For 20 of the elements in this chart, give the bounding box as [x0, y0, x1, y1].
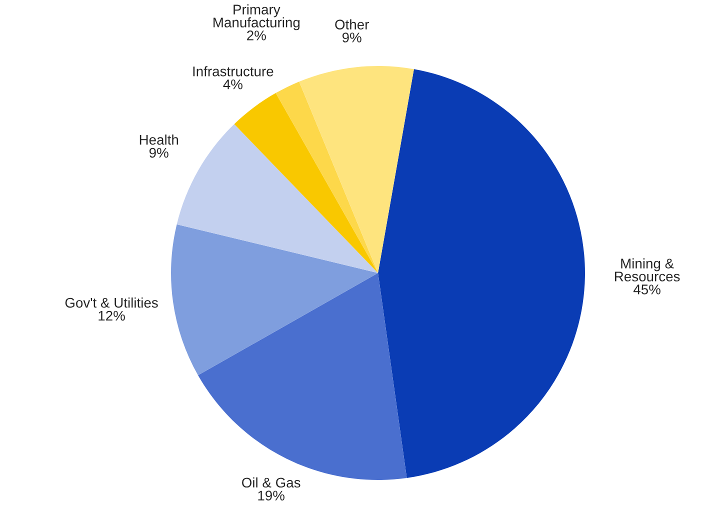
slice-label: Infrastructure	[193, 66, 274, 76]
data-label: 9%	[342, 32, 362, 42]
pie-slice	[176, 124, 378, 273]
pie-slice	[299, 66, 414, 273]
data-label: 45%	[633, 284, 660, 294]
data-label: 19%	[258, 490, 284, 501]
slice-label: Primary Manufacturing	[214, 4, 300, 30]
data-label: 2%	[247, 30, 266, 40]
pie-slice	[378, 69, 585, 478]
data-label: 12%	[98, 310, 125, 321]
slice-label: Other	[335, 19, 369, 30]
slice-label: Health	[140, 134, 178, 145]
slice-label: Gov't & Utilities	[65, 298, 158, 308]
pie-slice	[234, 93, 378, 273]
data-label: 9%	[149, 148, 168, 158]
data-label: 4%	[223, 80, 242, 90]
pie-slice	[276, 82, 378, 273]
slice-label: Mining & Resources	[615, 258, 680, 282]
slice-label: Oil & Gas	[242, 477, 300, 488]
pie-slice	[171, 224, 378, 376]
